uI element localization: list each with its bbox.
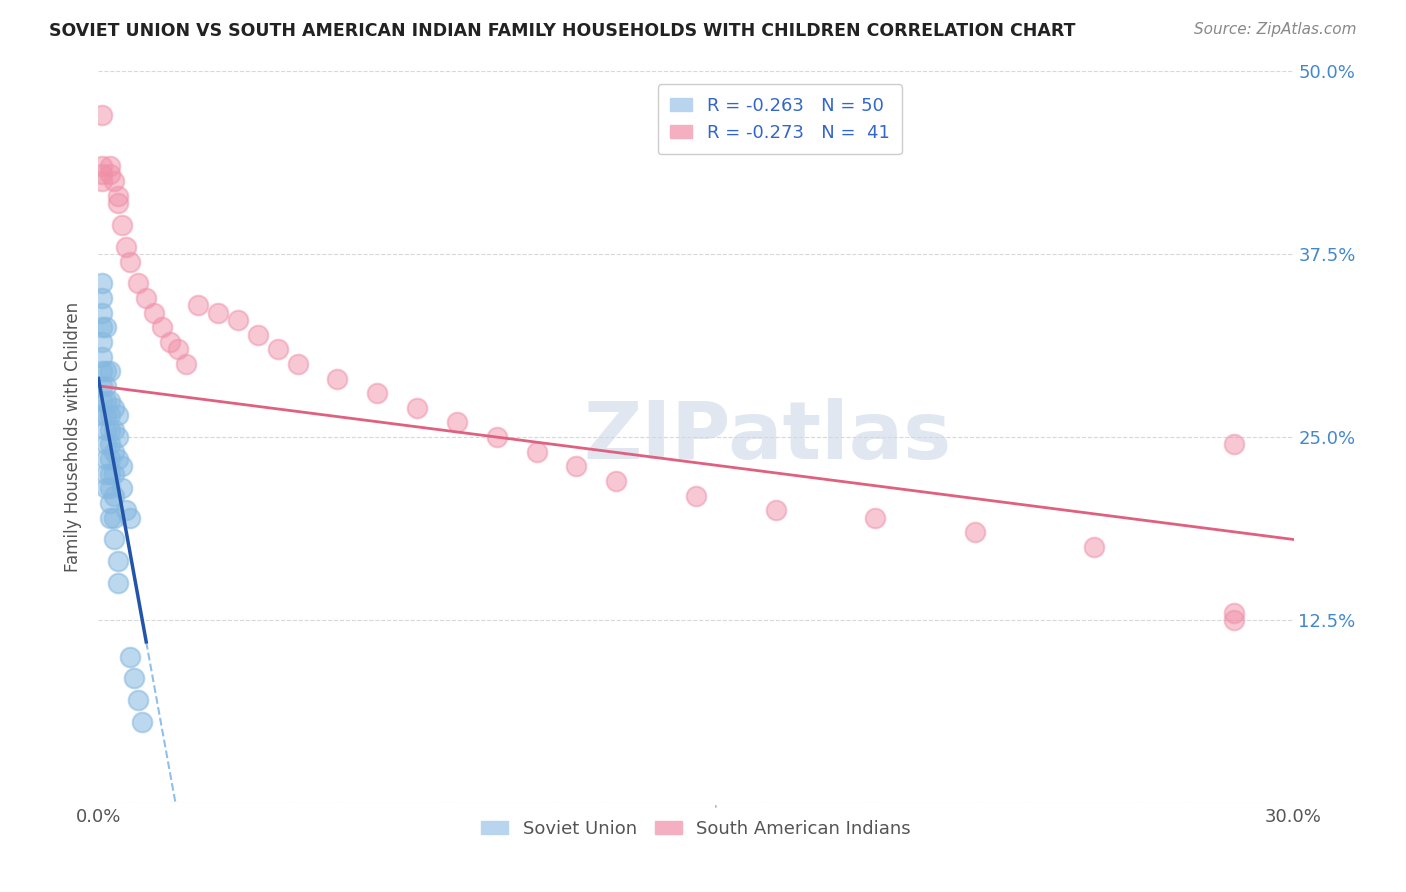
- Point: [91, 408, 114, 422]
- Point: [103, 444, 125, 458]
- Point: [120, 510, 142, 524]
- Point: [96, 452, 118, 467]
- Point: [98, 496, 122, 510]
- Point: [91, 393, 114, 408]
- Point: [120, 649, 142, 664]
- Point: [226, 313, 249, 327]
- Point: [98, 481, 122, 495]
- Point: [446, 416, 468, 430]
- Point: [96, 393, 118, 408]
- Point: [98, 467, 122, 481]
- Point: [287, 357, 309, 371]
- Point: [135, 291, 157, 305]
- Point: [1223, 437, 1246, 451]
- Point: [115, 240, 138, 254]
- Point: [107, 576, 129, 591]
- Point: [96, 437, 118, 451]
- Point: [167, 343, 190, 357]
- Point: [96, 364, 118, 378]
- Point: [963, 525, 986, 540]
- Point: [98, 160, 122, 174]
- Point: [96, 481, 118, 495]
- Point: [127, 693, 149, 707]
- Point: [143, 306, 166, 320]
- Point: [115, 503, 138, 517]
- Point: [765, 503, 787, 517]
- Point: [98, 408, 122, 422]
- Point: [111, 459, 134, 474]
- Point: [111, 218, 134, 232]
- Point: [96, 423, 118, 437]
- Point: [246, 327, 269, 342]
- Point: [103, 510, 125, 524]
- Point: [98, 393, 122, 408]
- Point: [91, 364, 114, 378]
- Point: [107, 430, 129, 444]
- Point: [91, 108, 114, 122]
- Point: [96, 467, 118, 481]
- Point: [96, 379, 118, 393]
- Point: [326, 371, 349, 385]
- Point: [267, 343, 290, 357]
- Point: [1223, 613, 1246, 627]
- Point: [91, 350, 114, 364]
- Point: [96, 320, 118, 334]
- Point: [96, 408, 118, 422]
- Point: [366, 386, 388, 401]
- Point: [91, 306, 114, 320]
- Point: [406, 401, 429, 415]
- Point: [187, 298, 209, 312]
- Point: [103, 467, 125, 481]
- Point: [111, 481, 134, 495]
- Point: [485, 430, 508, 444]
- Point: [526, 444, 548, 458]
- Point: [107, 554, 129, 568]
- Point: [98, 423, 122, 437]
- Point: [98, 167, 122, 181]
- Point: [107, 196, 129, 211]
- Text: Source: ZipAtlas.com: Source: ZipAtlas.com: [1194, 22, 1357, 37]
- Point: [107, 188, 129, 202]
- Point: [91, 174, 114, 188]
- Point: [159, 334, 181, 349]
- Point: [150, 320, 173, 334]
- Point: [865, 510, 887, 524]
- Point: [91, 160, 114, 174]
- Point: [174, 357, 197, 371]
- Point: [124, 672, 146, 686]
- Point: [91, 167, 114, 181]
- Point: [98, 452, 122, 467]
- Point: [685, 489, 707, 503]
- Point: [103, 489, 125, 503]
- Point: [103, 174, 125, 188]
- Point: [98, 437, 122, 451]
- Point: [207, 306, 229, 320]
- Point: [1223, 606, 1246, 620]
- Y-axis label: Family Households with Children: Family Households with Children: [65, 302, 83, 572]
- Point: [1083, 540, 1105, 554]
- Point: [91, 277, 114, 291]
- Point: [91, 334, 114, 349]
- Point: [103, 533, 125, 547]
- Point: [103, 401, 125, 415]
- Point: [107, 452, 129, 467]
- Point: [91, 320, 114, 334]
- Point: [107, 408, 129, 422]
- Point: [131, 715, 153, 730]
- Point: [98, 510, 122, 524]
- Text: ZIPatlas: ZIPatlas: [583, 398, 952, 476]
- Legend: Soviet Union, South American Indians: Soviet Union, South American Indians: [474, 813, 918, 845]
- Point: [91, 379, 114, 393]
- Point: [91, 291, 114, 305]
- Point: [103, 423, 125, 437]
- Point: [120, 254, 142, 268]
- Point: [565, 459, 588, 474]
- Point: [98, 364, 122, 378]
- Point: [605, 474, 627, 488]
- Point: [127, 277, 149, 291]
- Text: SOVIET UNION VS SOUTH AMERICAN INDIAN FAMILY HOUSEHOLDS WITH CHILDREN CORRELATIO: SOVIET UNION VS SOUTH AMERICAN INDIAN FA…: [49, 22, 1076, 40]
